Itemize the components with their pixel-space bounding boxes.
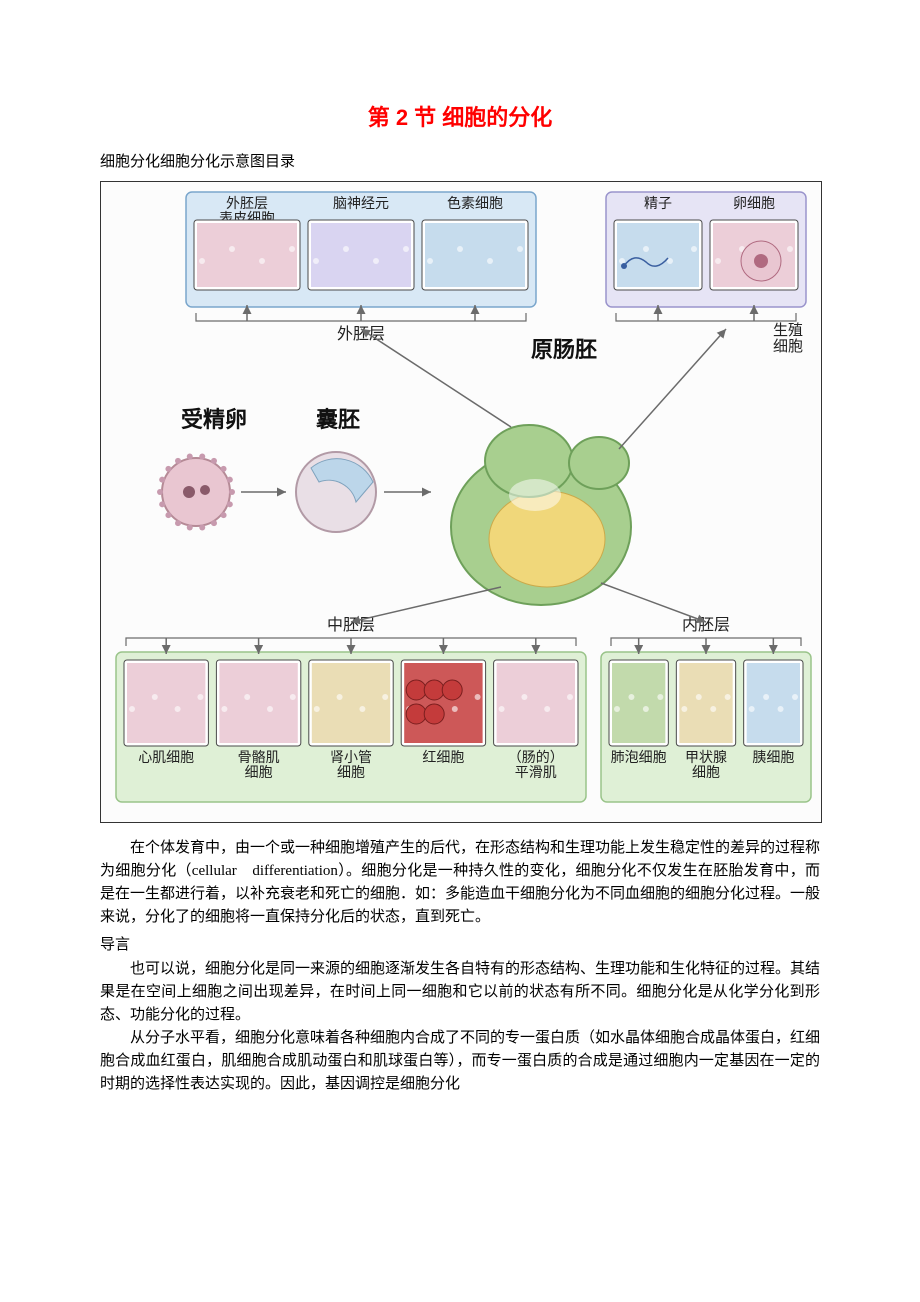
svg-text:卵细胞: 卵细胞 bbox=[733, 196, 775, 212]
svg-text:生殖细胞: 生殖细胞 bbox=[773, 322, 803, 355]
differentiation-diagram: 外胚层表皮细胞脑神经元色素细胞外胚层精子卵细胞生殖细胞受精卵囊胚原肠胚心肌细胞骨… bbox=[100, 181, 822, 823]
svg-text:（肠的）平滑肌: （肠的）平滑肌 bbox=[508, 750, 564, 781]
svg-text:肺泡细胞: 肺泡细胞 bbox=[611, 750, 667, 766]
svg-text:色素细胞: 色素细胞 bbox=[447, 195, 503, 212]
svg-text:囊胚: 囊胚 bbox=[315, 407, 360, 432]
svg-text:原肠胚: 原肠胚 bbox=[531, 337, 597, 362]
paragraph-3: 从分子水平看，细胞分化意味着各种细胞内合成了不同的专一蛋白质（如水晶体细胞合成晶… bbox=[100, 1027, 820, 1096]
svg-text:精子: 精子 bbox=[644, 196, 672, 212]
section-head-intro: 导言 bbox=[100, 933, 820, 954]
paragraph-2: 也可以说，细胞分化是同一来源的细胞逐渐发生各自特有的形态结构、生理功能和生化特征… bbox=[100, 958, 820, 1027]
svg-text:胰细胞: 胰细胞 bbox=[752, 750, 794, 766]
svg-text:脑神经元: 脑神经元 bbox=[333, 196, 389, 212]
paragraph-1: 在个体发育中，由一个或一种细胞增殖产生的后代，在形态结构和生理功能上发生稳定性的… bbox=[100, 837, 820, 929]
svg-text:受精卵: 受精卵 bbox=[181, 407, 247, 432]
diagram-caption: 细胞分化细胞分化示意图目录 bbox=[100, 150, 820, 171]
svg-text:内胚层: 内胚层 bbox=[682, 616, 730, 634]
svg-text:红细胞: 红细胞 bbox=[422, 750, 464, 766]
svg-text:心肌细胞: 心肌细胞 bbox=[138, 750, 194, 766]
page-title: 第 2 节 细胞的分化 bbox=[100, 100, 820, 132]
